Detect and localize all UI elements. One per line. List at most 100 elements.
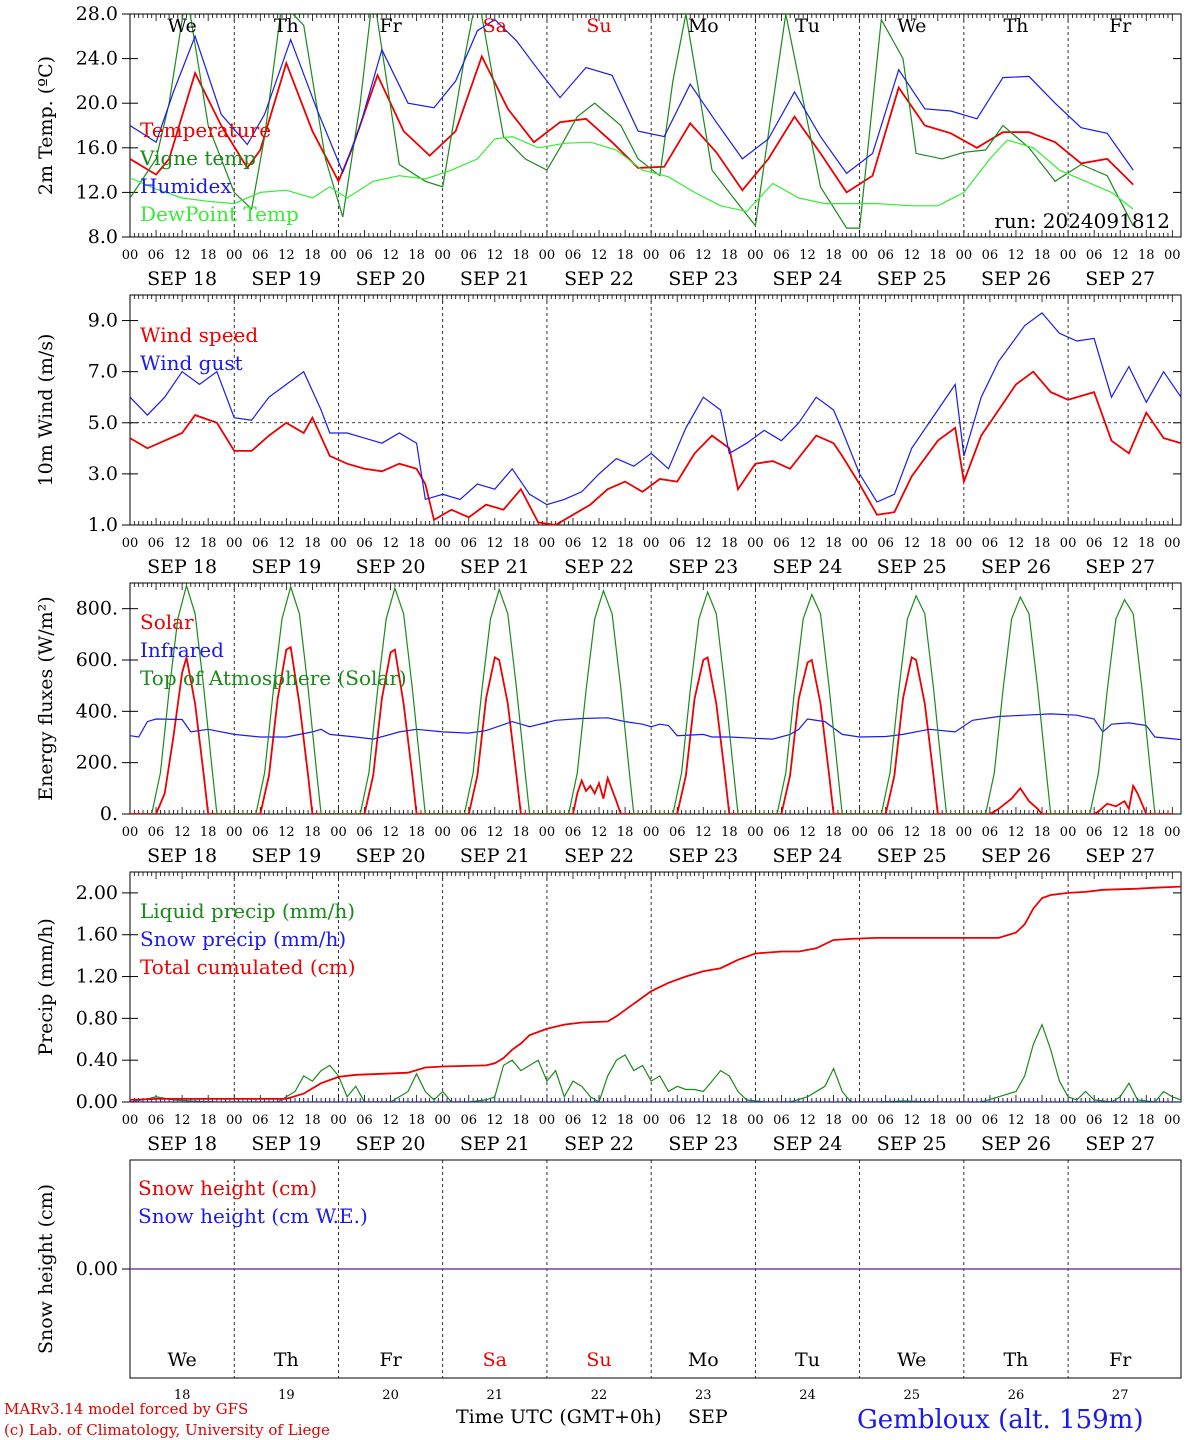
hour-tick-label: 00 <box>643 1113 660 1128</box>
date-label: SEP 18 <box>147 268 217 290</box>
plot-frame <box>129 582 1182 815</box>
y-tick-label: 200. <box>76 752 118 774</box>
date-label: SEP 24 <box>773 268 843 290</box>
legend-entry: Snow precip (mm/h) <box>140 927 346 951</box>
y-tick-label: 9.0 <box>88 310 118 332</box>
y-axis-title: Precip (mm/h) <box>35 918 57 1056</box>
hour-tick-label: 06 <box>1086 1113 1103 1128</box>
hour-tick-label: 12 <box>903 825 920 840</box>
hour-tick-label: 12 <box>278 248 295 263</box>
hour-tick-label: 12 <box>695 248 712 263</box>
hour-tick-label: 12 <box>1112 1113 1129 1128</box>
y-axis-title: 10m Wind (m/s) <box>35 334 57 487</box>
day-number: 19 <box>278 1388 295 1403</box>
hour-tick-label: 06 <box>669 248 686 263</box>
x-axis-title: Time UTC (GMT+0h) <box>456 1406 662 1428</box>
hour-tick-label: 12 <box>382 1113 399 1128</box>
hour-tick-label: 00 <box>122 1113 139 1128</box>
hour-tick-label: 18 <box>1138 825 1155 840</box>
hour-tick-label: 12 <box>487 248 504 263</box>
weekday-label: We <box>897 1349 926 1371</box>
hour-tick-label: 00 <box>539 536 556 551</box>
hour-tick-label: 18 <box>513 1113 530 1128</box>
hour-tick-label: 18 <box>304 825 321 840</box>
hour-tick-label: 12 <box>278 536 295 551</box>
lab-credit: (c) Lab. of Climatology, University of L… <box>4 1421 330 1439</box>
hour-tick-label: 12 <box>799 536 816 551</box>
hour-tick-label: 18 <box>721 536 738 551</box>
series-line-1 <box>130 713 1181 741</box>
weekday-label: Th <box>274 1349 299 1371</box>
weekday-label: Tu <box>795 15 820 37</box>
y-tick-label: 1.20 <box>76 966 118 988</box>
hour-tick-label: 00 <box>1060 248 1077 263</box>
hour-tick-label: 12 <box>487 536 504 551</box>
series-line-0 <box>130 54 1134 194</box>
hour-tick-label: 12 <box>799 1113 816 1128</box>
hour-tick-label: 00 <box>539 1113 556 1128</box>
hour-tick-label: 06 <box>1086 825 1103 840</box>
hour-tick-label: 00 <box>956 536 973 551</box>
legend-entry: Humidex <box>140 174 232 198</box>
hour-tick-label: 18 <box>1138 1113 1155 1128</box>
series-line-2 <box>130 18 1134 175</box>
hour-tick-label: 06 <box>356 248 373 263</box>
hour-ticks <box>129 295 1173 525</box>
y-tick-label: 8.0 <box>88 226 118 248</box>
hour-tick-label: 00 <box>226 536 243 551</box>
weekday-label: Th <box>1004 1349 1029 1371</box>
hour-tick-label: 12 <box>591 536 608 551</box>
hour-tick-label: 18 <box>200 1113 217 1128</box>
weekday-label: Th <box>1004 15 1029 37</box>
hour-tick-label: 00 <box>956 825 973 840</box>
hour-tick-label: 12 <box>1008 1113 1025 1128</box>
hour-tick-label: 12 <box>1112 825 1129 840</box>
hour-tick-label: 18 <box>617 825 634 840</box>
day-number: 27 <box>1112 1388 1129 1403</box>
hour-tick-label: 06 <box>773 1113 790 1128</box>
legend-entry: Total cumulated (cm) <box>140 955 356 979</box>
station-title: Gembloux (alt. 159m) <box>857 1405 1143 1435</box>
day-number: 21 <box>487 1388 504 1403</box>
hour-tick-label: 18 <box>825 536 842 551</box>
series-line-0 <box>130 370 1181 525</box>
date-label: SEP 22 <box>564 845 634 867</box>
hour-tick-label: 00 <box>122 825 139 840</box>
hour-tick-label: 18 <box>1034 536 1051 551</box>
y-tick-label: 0.80 <box>76 1007 118 1029</box>
hour-tick-label: 18 <box>408 536 425 551</box>
date-label: SEP 24 <box>773 845 843 867</box>
hour-tick-label: 00 <box>330 1113 347 1128</box>
weekday-label: Sa <box>483 15 507 37</box>
hour-tick-label: 12 <box>382 825 399 840</box>
hour-tick-label: 06 <box>460 1113 477 1128</box>
y-tick-label: 1.0 <box>88 514 118 536</box>
date-label: SEP 24 <box>773 556 843 578</box>
hour-tick-label: 06 <box>982 536 999 551</box>
plot-frame <box>129 294 1182 526</box>
hour-tick-label: 00 <box>1164 536 1181 551</box>
hour-tick-label: 12 <box>591 248 608 263</box>
series-line-1 <box>130 312 1181 506</box>
y-tick-label: 800. <box>76 598 118 620</box>
hour-tick-label: 12 <box>174 1113 191 1128</box>
hour-tick-label: 12 <box>174 825 191 840</box>
y-tick-label: 600. <box>76 649 118 671</box>
hour-tick-label: 06 <box>356 1113 373 1128</box>
hour-tick-label: 12 <box>695 825 712 840</box>
hour-tick-label: 06 <box>877 1113 894 1128</box>
date-label: SEP 19 <box>251 268 321 290</box>
date-label: SEP 23 <box>668 268 738 290</box>
hour-tick-label: 00 <box>851 1113 868 1128</box>
date-label: SEP 19 <box>251 845 321 867</box>
hour-tick-label: 18 <box>825 248 842 263</box>
date-label: SEP 25 <box>877 268 947 290</box>
hour-tick-label: 06 <box>1086 536 1103 551</box>
hour-tick-label: 06 <box>669 825 686 840</box>
hour-tick-label: 06 <box>356 536 373 551</box>
hour-tick-label: 06 <box>252 536 269 551</box>
date-label: SEP 18 <box>147 1133 217 1155</box>
hour-tick-label: 00 <box>643 248 660 263</box>
day-number: 23 <box>695 1388 712 1403</box>
date-label: SEP 25 <box>877 845 947 867</box>
